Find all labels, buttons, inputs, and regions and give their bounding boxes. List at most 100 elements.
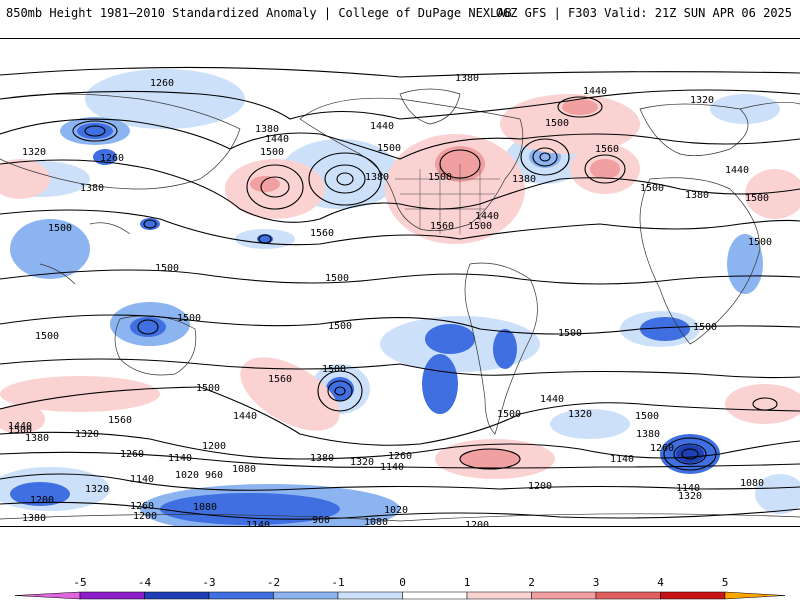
anomaly-negative [676,445,704,463]
colorbar-tick-label: 5 [721,576,729,589]
colorbar-tick-label: -5 [73,576,87,589]
contour-label: 1320 [690,95,714,106]
contour-label: 1380 [80,183,104,194]
anomaly-negative [710,94,780,124]
contour-label: 1500 [48,223,72,234]
contour-label: 1200 [202,441,226,452]
contour-label: 960 [205,470,223,481]
anomaly-negative [422,354,458,414]
colorbar-swatch [79,591,145,600]
colorbar-swatch [402,591,468,600]
antarctica-outline [0,513,800,522]
contour-label: 1320 [22,147,46,158]
contour-label: 1500 [558,328,582,339]
anomaly-positive [745,169,800,219]
contour-label: 1200 [30,495,54,506]
contour-label: 1500 [155,263,179,274]
anomaly-positive [0,376,160,412]
north-america-outline [299,97,524,231]
contour-label: 1500 [8,425,32,436]
contour-label: 1440 [540,394,564,405]
colorbar-tick-label: 2 [528,576,535,589]
contour-label: 1140 [168,453,192,464]
anomaly-negative [130,317,166,337]
contour-label: 1380 [455,73,479,84]
colorbar-swatch [337,591,403,600]
contour-label: 1320 [85,484,109,495]
colorbar-swatch [466,591,532,600]
anomaly-positive [500,94,640,154]
run-info: 06Z GFS | F303 Valid: 21Z SUN APR 06 202… [495,6,792,20]
colorbar-tick-label: -1 [331,576,345,589]
contour-label: 1320 [75,429,99,440]
colorbar-swatches [14,591,786,600]
contour-label: 1500 [35,331,59,342]
colorbar-tick-label: 1 [463,576,471,589]
colorbar-tick-label: -4 [137,576,152,589]
contour-label: 1200 [528,481,552,492]
anomaly-positive [725,384,800,424]
contour-label: 1380 [310,453,334,464]
anomaly-negative [10,219,90,279]
contour-labels: 1260 1380 1320 1380 1440 1500 1440 1320 … [8,73,772,526]
contour-label: 1140 [676,483,700,494]
contour-label: 1560 [430,221,454,232]
contour-label: 1440 [583,86,607,97]
contour-label: 1500 [748,237,772,248]
contour-label: 1380 [22,513,46,524]
anomaly-negative [755,474,800,514]
asia-outline [0,93,241,190]
contour-label: 1440 [233,411,257,422]
contour-label: 1260 [388,451,412,462]
anomaly-negative [140,218,160,230]
colorbar-swatch [208,591,274,600]
anomaly-positive [0,404,45,434]
colorbar-swatch [660,591,726,600]
contour-label: 1500 [693,322,717,333]
colorbar-tick-label: 4 [657,576,664,589]
contour-label: 1500 [260,147,284,158]
map-title: 850mb Height 1981–2010 Standardized Anom… [6,6,512,20]
contour-label: 1500 [468,221,492,232]
colorbar-tick-label: -3 [202,576,216,589]
colorbar-tick-label: 3 [592,576,600,589]
colorbar-swatch [724,591,786,600]
anomaly-positive [460,449,520,469]
europe-outline [639,103,749,156]
contour-label: 1080 [193,502,217,513]
contour-label: 1500 [545,118,569,129]
contour-label: 1380 [365,172,389,183]
contour-label: 1500 [377,143,401,154]
contour-label: 1380 [685,190,709,201]
contour-label: 1500 [196,383,220,394]
anomaly-negative [85,69,245,129]
contour-label: 1020 [384,505,408,516]
contour-label: 1320 [350,457,374,468]
contour-label: 1320 [678,491,702,502]
greenland-outline [399,88,461,125]
contour-label: 1140 [610,454,634,465]
contour-label: 1200 [465,520,489,526]
contour-label: 1500 [635,411,659,422]
contour-label: 960 [312,515,330,526]
maritime-islands [39,222,131,285]
height-contours [0,66,800,520]
contour-label: 1380 [25,433,49,444]
south-america-outline [464,262,538,435]
contour-label: 1080 [740,478,764,489]
contour-label: 1440 [725,165,749,176]
anomaly-positive [590,159,620,179]
contour-label: 1140 [130,474,154,485]
colorbar-tick-label: -2 [266,576,281,589]
colorbar-tick-label: 0 [399,576,406,589]
africa-outline [639,177,761,345]
contour-label: 1260 [130,501,154,512]
contour-label: 1260 [150,78,174,89]
anomaly-positive [240,357,340,431]
colorbar-swatch [531,591,597,600]
australia-outline [114,315,197,376]
contour-label: 1380 [512,174,536,185]
header: 850mb Height 1981–2010 Standardized Anom… [0,0,800,38]
map-panel: 1260 1380 1320 1380 1440 1500 1440 1320 … [0,38,800,527]
anomaly-negative [727,234,763,294]
